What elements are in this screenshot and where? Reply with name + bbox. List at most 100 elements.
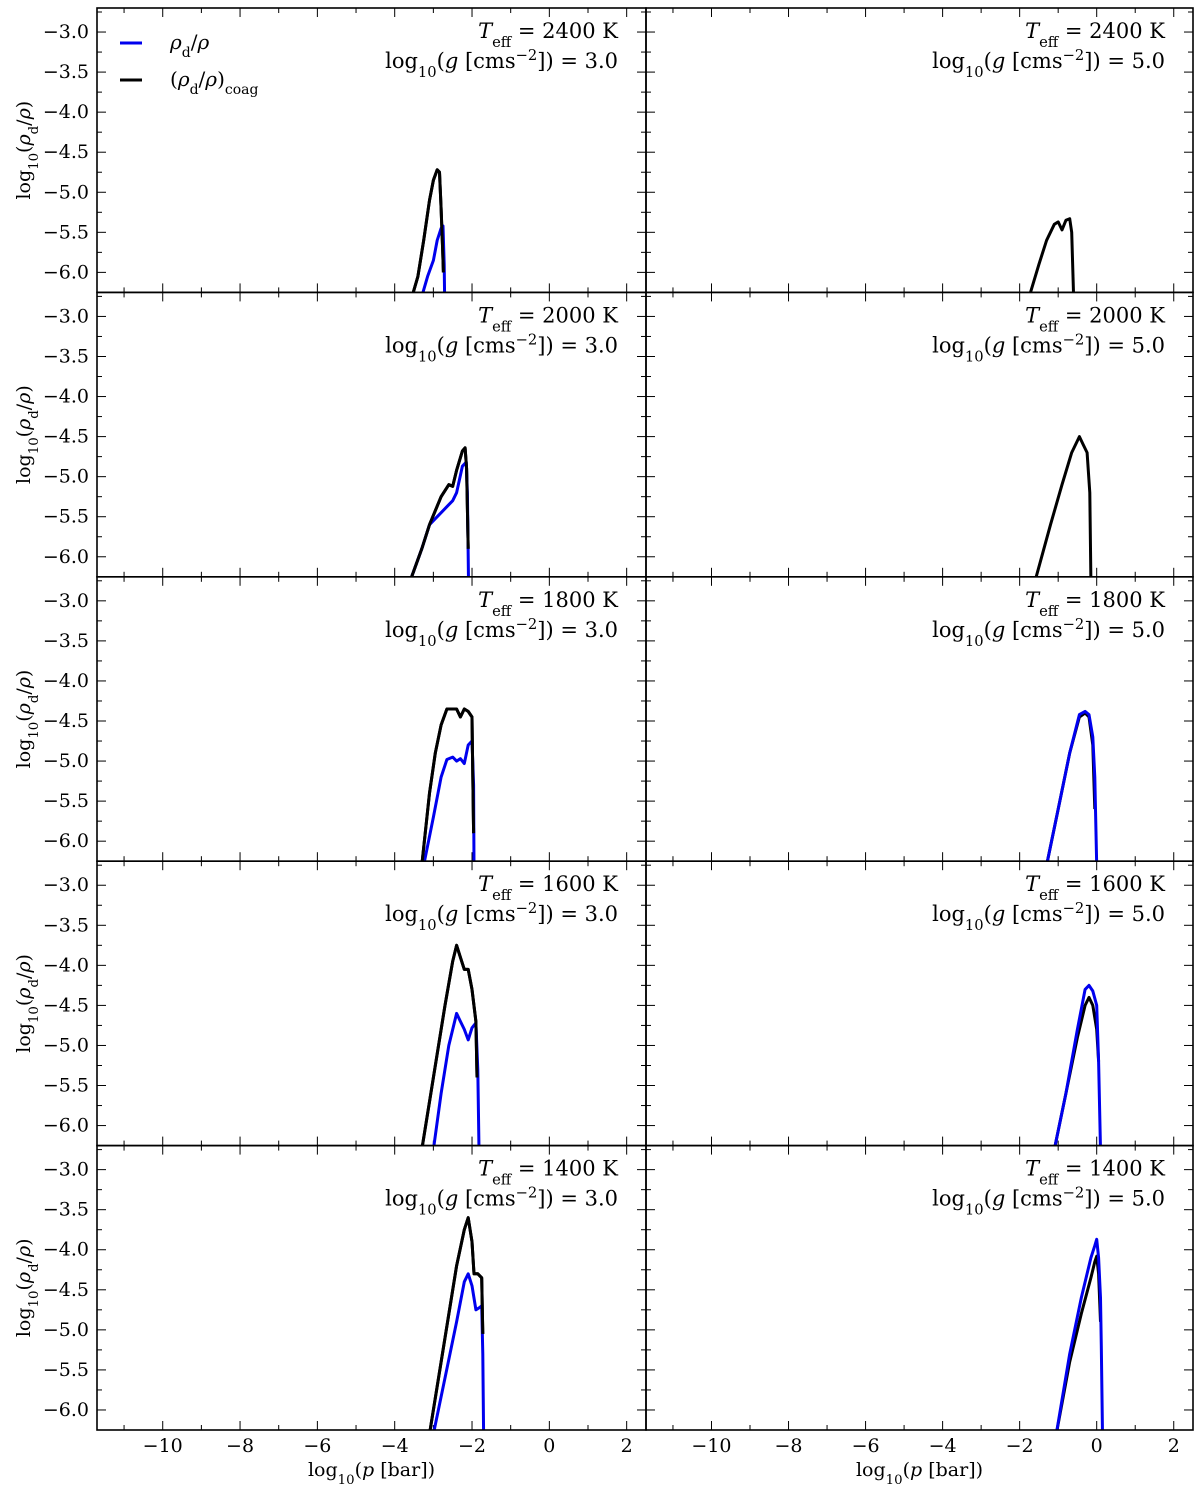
y-tick-label: −5.5 [43,1359,89,1381]
y-tick-label: −5.0 [43,750,89,772]
panel-logg-annotation: log10(g [cms−2]) = 3.0 [385,1184,618,1218]
y-tick-label: −3.5 [43,61,89,83]
panel-teff-annotation: Teff = 2000 K [1025,303,1165,335]
x-tick-label: −2 [458,1435,486,1457]
panel-logg-annotation: log10(g [cms−2]) = 5.0 [932,331,1165,365]
y-tick-label: −3.5 [43,345,89,367]
y-axis-label: log10(ρd/ρ) [13,101,42,200]
y-tick-label: −5.5 [43,506,89,528]
x-tick-label: 2 [1168,1435,1180,1457]
y-tick-label: −4.0 [43,386,89,408]
y-tick-label: −5.5 [43,1075,89,1097]
legend-label-coag: (ρd/ρ)coag [170,67,258,98]
panel-teff-annotation: Teff = 1600 K [1025,872,1165,904]
y-tick-label: −5.0 [43,181,89,203]
series-line-coag [1034,435,1093,577]
panel-1: −3.0 −3.5 −4.0 −4.5 −5.0 −5.5 −6.0 Teff = 2400 … [43,7,647,294]
panel-5: −3.0 −3.5 −4.0 −4.5 −5.0 −5.5 −6.0 Teff = 1800 … [43,575,647,862]
x-tick-label: −8 [226,1435,254,1457]
panels-group: −3.0 −3.5 −4.0 −4.5 −5.0 −5.5 −6.0 Teff = 2400 … [43,7,1194,1457]
x-axis-label: log10(p [bar]) [856,1459,983,1488]
series-line-coag [1045,711,1097,862]
y-tick-label: −3.0 [43,21,89,43]
x-tick-label: −10 [691,1435,731,1457]
y-tick-label: −3.0 [43,305,89,327]
series-line-rho [410,460,470,577]
y-tick-label: −4.0 [43,101,89,123]
series-line-rho [1055,1237,1104,1430]
x-axis-label: log10(p [bar]) [308,1459,435,1488]
y-axis-label: log10(ρd/ρ) [13,1238,42,1337]
y-tick-label: −6.0 [43,261,89,283]
y-tick-label: −3.0 [43,1159,89,1181]
series-line-rho [422,739,476,862]
panel-teff-annotation: Teff = 1600 K [478,872,618,904]
y-tick-label: −6.0 [43,546,89,568]
panel-teff-annotation: Teff = 2400 K [478,19,618,51]
panel-logg-annotation: log10(g [cms−2]) = 3.0 [385,615,618,649]
x-tick-label: −6 [852,1435,880,1457]
axis-labels-group: log10(ρd/ρ) log10(ρd/ρ) log10(ρd/ρ) log10(ρ… [13,101,983,1488]
y-axis-label: log10(ρd/ρ) [13,385,42,484]
series-line-coag [1055,1254,1102,1430]
series-line-rho [1053,983,1102,1146]
x-tick-label: 2 [621,1435,633,1457]
y-tick-label: −3.5 [43,630,89,652]
y-tick-label: −5.5 [43,790,89,812]
y-axis-label: log10(ρd/ρ) [13,670,42,769]
y-tick-label: −3.5 [43,1199,89,1221]
panel-logg-annotation: log10(g [cms−2]) = 5.0 [932,47,1165,81]
panel-logg-annotation: log10(g [cms−2]) = 5.0 [932,615,1165,649]
y-tick-label: −4.5 [43,994,89,1016]
y-tick-label: −5.0 [43,1319,89,1341]
y-tick-label: −3.0 [43,590,89,612]
y-tick-label: −3.5 [43,914,89,936]
panel-frame [645,1144,1194,1431]
series-line-coag-overlay [420,707,476,862]
series-line-coag [1053,995,1101,1146]
panel-teff-annotation: Teff = 2400 K [1025,19,1165,51]
y-tick-label: −4.0 [43,670,89,692]
panel-teff-annotation: Teff = 1400 K [478,1157,618,1189]
panel-7: −3.0 −3.5 −4.0 −4.5 −5.0 −5.5 −6.0 Teff = 1600 … [43,860,647,1147]
y-tick-label: −4.5 [43,710,89,732]
y-tick-label: −3.0 [43,874,89,896]
series-line-rho [1045,709,1099,862]
x-tick-label: 0 [1091,1435,1103,1457]
series-line-coag-overlay [410,446,470,577]
panel-logg-annotation: log10(g [cms−2]) = 5.0 [932,1184,1165,1218]
y-tick-label: −4.5 [43,141,89,163]
panel-teff-annotation: Teff = 1800 K [1025,588,1165,620]
x-tick-label: −10 [143,1435,183,1457]
series-line-coag [1028,217,1075,293]
series-line-coag-overlay [411,168,445,293]
y-tick-label: −4.0 [43,954,89,976]
x-tick-label: −8 [775,1435,803,1457]
x-tick-label: −4 [381,1435,409,1457]
panel-9: −3.0 −3.5 −4.0 −4.5 −5.0 −5.5 −6.0 −10 −8 −6 −4 −2 0… [43,1144,647,1457]
y-tick-label: −5.5 [43,221,89,243]
y-tick-label: −6.0 [43,830,89,852]
panel-logg-annotation: log10(g [cms−2]) = 3.0 [385,47,618,81]
y-tick-label: −4.5 [43,1279,89,1301]
legend: ρd/ρ (ρd/ρ)coag [120,30,258,98]
panel-3: −3.0 −3.5 −4.0 −4.5 −5.0 −5.5 −6.0 Teff = 2000 … [43,291,647,578]
y-tick-label: −5.0 [43,1034,89,1056]
y-tick-label: −6.0 [43,1115,89,1137]
x-tick-label: −6 [303,1435,331,1457]
panel-teff-annotation: Teff = 1400 K [1025,1157,1165,1189]
legend-label-rho: ρd/ρ [169,30,209,61]
series-line-coag-overlay [420,943,479,1146]
y-axis-label: log10(ρd/ρ) [13,954,42,1053]
y-tick-label: −4.0 [43,1239,89,1261]
panel-teff-annotation: Teff = 1800 K [478,588,618,620]
x-tick-label: −2 [1006,1435,1034,1457]
x-tick-label: −4 [929,1435,957,1457]
panel-teff-annotation: Teff = 2000 K [478,303,618,335]
